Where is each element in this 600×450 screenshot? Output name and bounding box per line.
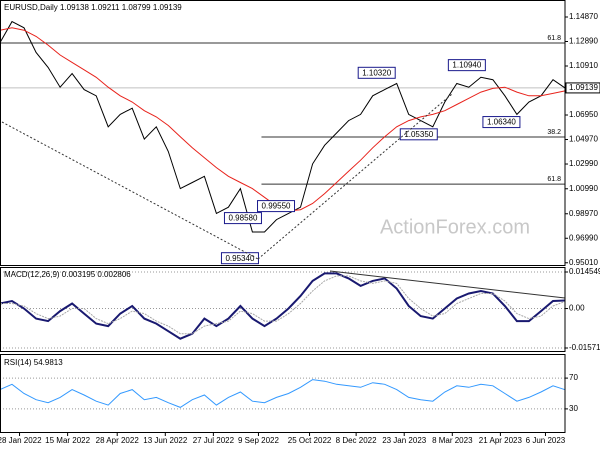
annotation-label: 0.95340	[225, 254, 254, 263]
y-tick-label: -0.015712	[569, 343, 600, 352]
annotation-box	[482, 116, 521, 129]
panel-frame	[0, 267, 566, 352]
y-tick-label: 0.014549	[569, 267, 600, 276]
panel-frame	[0, 0, 566, 266]
y-tick-label: 0.00	[569, 304, 585, 313]
trend-line	[257, 93, 453, 260]
watermark: ActionForex.com	[380, 216, 530, 238]
series-line	[0, 20, 566, 233]
fib-label: 38.2	[547, 129, 561, 136]
y-tick-label: 1.06950	[569, 110, 598, 119]
y-tick-label: 0.96990	[569, 233, 598, 242]
panel-frame	[0, 354, 566, 433]
x-tick-label: 9 Sep 2022	[238, 436, 279, 445]
y-tick-label: 30	[569, 404, 578, 413]
annotation-box	[357, 66, 396, 79]
y-tick-label: 1.10910	[569, 61, 598, 70]
y-tick-label: 1.04970	[569, 135, 598, 144]
x-tick-label: 27 Jul 2022	[193, 436, 235, 445]
x-tick-label: 6 Jun 2023	[526, 436, 566, 445]
series-line	[0, 379, 566, 408]
fib-label: 61.8	[547, 35, 561, 42]
trend-line	[329, 270, 566, 299]
annotation-label: 1.05350	[404, 130, 433, 139]
x-tick-label: 8 Dec 2022	[336, 436, 377, 445]
last-price-label: 1.09139	[569, 83, 598, 92]
y-tick-label: 70	[569, 373, 578, 382]
y-tick-label: 1.12890	[569, 37, 598, 46]
annotation-label: 1.10320	[362, 68, 391, 77]
y-tick-label: 0.95010	[569, 258, 598, 267]
last-price-box	[565, 82, 600, 94]
annotation-label: 0.98580	[229, 214, 258, 223]
annotation-box	[399, 128, 438, 141]
x-tick-label: 8 Mar 2023	[432, 436, 473, 445]
annotation-label: 0.99550	[262, 202, 291, 211]
annotation-label: 1.06340	[487, 118, 516, 127]
series-line	[0, 275, 566, 335]
trend-line	[1, 121, 259, 260]
annotation-box	[447, 59, 486, 72]
y-tick-label: 1.02990	[569, 159, 598, 168]
panel-title: RSI(14) 54.9813	[4, 358, 63, 367]
layer: 1.14870 1.12890 1.10910 1.06950 1.04970 1.029…	[0, 3, 600, 445]
annotation-box	[257, 200, 296, 213]
x-tick-label: 23 Jan 2023	[382, 436, 427, 445]
x-tick-label: 28 Apr 2022	[96, 436, 140, 445]
series-line	[0, 272, 566, 340]
fib-label: 61.8	[547, 176, 561, 183]
x-tick-label: 13 Jun 2022	[143, 436, 188, 445]
panel-title: MACD(12,26,9) 0.003195 0.002806	[4, 270, 131, 279]
y-tick-label: 1.14870	[569, 12, 598, 21]
x-tick-label: 28 Jan 2022	[0, 436, 42, 445]
annotation-label: 1.10940	[452, 61, 481, 70]
annotation-box	[223, 212, 262, 225]
y-tick-label: 0.98970	[569, 209, 598, 218]
x-tick-label: 15 Mar 2022	[45, 436, 90, 445]
panel-title: EURUSD,Daily 1.09138 1.09211 1.08799 1.0…	[4, 3, 182, 12]
x-tick-label: 25 Oct 2022	[288, 436, 332, 445]
x-tick-label: 21 Apr 2023	[479, 436, 523, 445]
y-tick-label: 1.00990	[569, 184, 598, 193]
